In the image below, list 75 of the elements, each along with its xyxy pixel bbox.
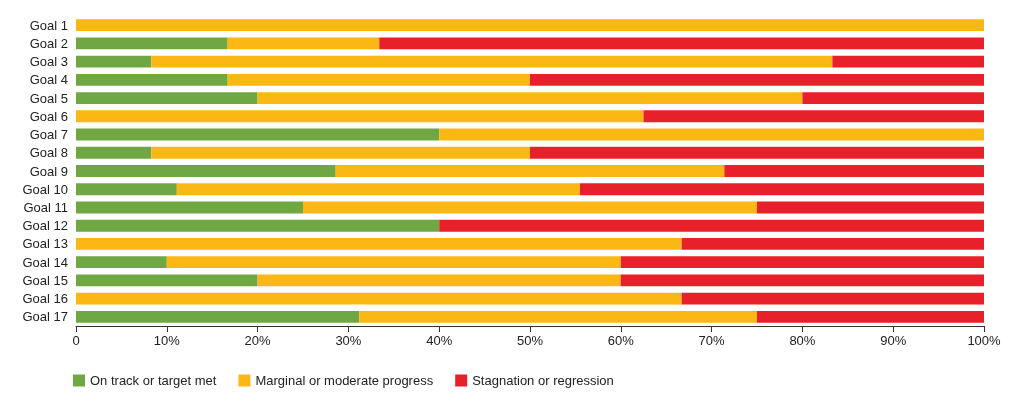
bar bbox=[76, 128, 440, 141]
bar bbox=[530, 146, 984, 159]
x-tick-label: 0 bbox=[72, 333, 80, 348]
bar bbox=[620, 274, 984, 287]
y-tick-label: Goal 16 bbox=[22, 291, 68, 307]
y-tick-label: Goal 17 bbox=[22, 309, 68, 325]
bar bbox=[227, 37, 380, 50]
x-tick-label: 40% bbox=[426, 333, 453, 348]
bar bbox=[76, 19, 984, 32]
bar bbox=[379, 37, 984, 50]
bar bbox=[151, 146, 530, 159]
y-tick-label: Goal 12 bbox=[22, 218, 68, 234]
x-tick-label: 100% bbox=[967, 333, 1002, 348]
bar bbox=[303, 201, 757, 214]
bar bbox=[76, 146, 152, 159]
bar bbox=[227, 73, 530, 86]
bar bbox=[76, 55, 152, 68]
x-tick-label: 70% bbox=[698, 333, 726, 348]
y-tick-label: Goal 11 bbox=[23, 199, 68, 215]
x-tick-label: 10% bbox=[153, 333, 181, 348]
x-tick-label: 30% bbox=[335, 333, 362, 348]
y-tick-label: Goal 2 bbox=[29, 35, 68, 51]
bar bbox=[76, 292, 682, 305]
bar bbox=[257, 92, 803, 104]
x-tick-label: 80% bbox=[789, 333, 816, 348]
legend-label: Marginal or moderate progress bbox=[255, 373, 434, 388]
y-tick-label: Goal 4 bbox=[29, 72, 68, 88]
y-tick-label: Goal 8 bbox=[29, 145, 68, 161]
bar bbox=[76, 110, 644, 123]
y-tick-label: Goal 9 bbox=[29, 163, 68, 179]
y-tick-label: Goal 15 bbox=[22, 272, 68, 288]
bar bbox=[335, 165, 725, 177]
bar bbox=[757, 310, 984, 323]
y-tick-label: Goal 3 bbox=[29, 54, 68, 70]
bar bbox=[76, 37, 228, 50]
bar bbox=[76, 219, 440, 232]
legend-label: Stagnation or regression bbox=[472, 373, 614, 388]
bar bbox=[76, 165, 336, 177]
x-tick-label: 90% bbox=[880, 333, 907, 348]
bar bbox=[802, 92, 984, 104]
y-tick-label: Goal 6 bbox=[29, 108, 68, 124]
bar bbox=[439, 128, 984, 141]
y-tick-label: Goal 14 bbox=[22, 254, 68, 270]
bar bbox=[681, 238, 984, 250]
bar bbox=[76, 183, 177, 196]
bar bbox=[76, 238, 682, 250]
bar bbox=[76, 274, 258, 287]
bar bbox=[359, 310, 757, 323]
bar bbox=[76, 73, 228, 86]
x-tick-label: 60% bbox=[607, 333, 635, 348]
bar bbox=[643, 110, 984, 123]
bar bbox=[439, 219, 984, 232]
bar bbox=[76, 92, 258, 104]
bar bbox=[832, 55, 984, 68]
bar bbox=[257, 274, 621, 287]
y-tick-label: Goal 5 bbox=[29, 90, 68, 106]
bar bbox=[166, 256, 621, 269]
bar bbox=[620, 256, 984, 269]
bar bbox=[724, 165, 984, 177]
bar bbox=[176, 183, 580, 196]
y-tick-label: Goal 10 bbox=[22, 181, 68, 197]
bar bbox=[681, 292, 984, 305]
bar bbox=[76, 310, 360, 323]
bar bbox=[76, 256, 167, 269]
y-tick-label: Goal 13 bbox=[22, 236, 68, 252]
x-tick-label: 20% bbox=[244, 333, 272, 348]
bar bbox=[76, 201, 303, 214]
y-tick-label: Goal 1 bbox=[29, 17, 68, 33]
bar bbox=[579, 183, 984, 196]
y-tick-label: Goal 7 bbox=[29, 127, 68, 143]
x-tick-label: 50% bbox=[516, 333, 544, 348]
bar bbox=[757, 201, 984, 214]
bar bbox=[151, 55, 833, 68]
bar bbox=[530, 73, 984, 86]
legend-label: On track or target met bbox=[90, 373, 217, 388]
